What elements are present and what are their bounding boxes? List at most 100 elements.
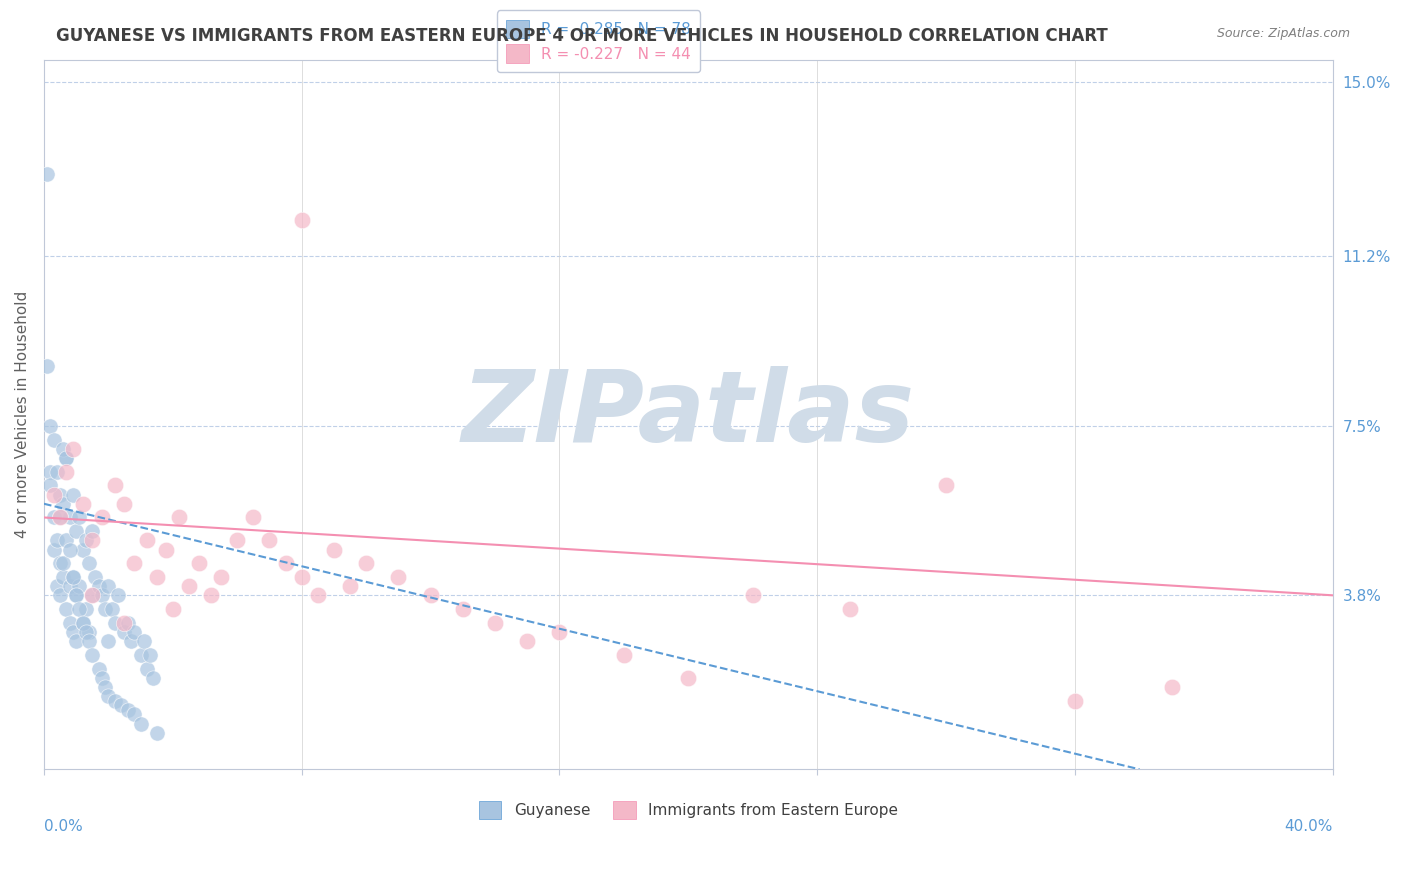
Point <box>49 510 72 524</box>
Point <box>419 588 441 602</box>
Point <box>52 556 75 570</box>
Point <box>741 588 763 602</box>
Point <box>55 533 77 548</box>
Point <box>72 615 94 630</box>
Point <box>82 533 104 548</box>
Point <box>120 634 142 648</box>
Point <box>45 465 67 479</box>
Point <box>82 524 104 539</box>
Point <box>117 703 139 717</box>
Point <box>59 510 82 524</box>
Point <box>145 570 167 584</box>
Point <box>87 662 110 676</box>
Point <box>42 510 65 524</box>
Point <box>45 579 67 593</box>
Point <box>291 570 314 584</box>
Point <box>49 510 72 524</box>
Point <box>72 542 94 557</box>
Point <box>37 359 59 374</box>
Point <box>322 542 344 557</box>
Point <box>75 533 97 548</box>
Point <box>274 556 297 570</box>
Point <box>49 487 72 501</box>
Point <box>114 615 136 630</box>
Point <box>94 680 117 694</box>
Point <box>1160 680 1182 694</box>
Point <box>72 615 94 630</box>
Point <box>77 624 100 639</box>
Point <box>39 465 62 479</box>
Point <box>67 579 90 593</box>
Point <box>82 588 104 602</box>
Point <box>97 634 120 648</box>
Point <box>75 624 97 639</box>
Text: GUYANESE VS IMMIGRANTS FROM EASTERN EUROPE 4 OR MORE VEHICLES IN HOUSEHOLD CORRE: GUYANESE VS IMMIGRANTS FROM EASTERN EURO… <box>56 27 1108 45</box>
Point <box>42 542 65 557</box>
Point <box>451 602 474 616</box>
Point <box>307 588 329 602</box>
Point <box>678 671 700 685</box>
Point <box>613 648 636 662</box>
Point <box>209 570 232 584</box>
Point <box>52 570 75 584</box>
Point <box>110 698 132 713</box>
Point <box>122 707 145 722</box>
Point <box>114 624 136 639</box>
Point <box>162 602 184 616</box>
Point <box>59 579 82 593</box>
Text: Source: ZipAtlas.com: Source: ZipAtlas.com <box>1216 27 1350 40</box>
Point <box>94 602 117 616</box>
Point <box>139 648 162 662</box>
Point <box>67 602 90 616</box>
Point <box>65 588 87 602</box>
Point <box>129 716 152 731</box>
Point <box>90 671 112 685</box>
Point <box>132 634 155 648</box>
Point <box>49 556 72 570</box>
Point <box>82 588 104 602</box>
Point <box>935 478 957 492</box>
Point <box>145 725 167 739</box>
Point <box>387 570 409 584</box>
Point <box>1064 693 1087 707</box>
Point <box>42 433 65 447</box>
Point <box>62 570 84 584</box>
Point <box>87 579 110 593</box>
Point <box>136 662 159 676</box>
Point <box>200 588 222 602</box>
Point <box>838 602 860 616</box>
Point <box>37 167 59 181</box>
Point <box>52 442 75 456</box>
Point <box>104 693 127 707</box>
Text: 0.0%: 0.0% <box>44 819 83 834</box>
Point <box>97 579 120 593</box>
Point <box>90 588 112 602</box>
Point <box>45 533 67 548</box>
Point <box>59 542 82 557</box>
Point <box>67 510 90 524</box>
Point <box>107 588 129 602</box>
Point <box>49 588 72 602</box>
Point <box>97 689 120 703</box>
Point <box>39 418 62 433</box>
Point <box>52 497 75 511</box>
Point <box>65 588 87 602</box>
Point <box>516 634 538 648</box>
Point <box>65 524 87 539</box>
Point <box>42 487 65 501</box>
Point <box>155 542 177 557</box>
Point <box>55 602 77 616</box>
Point <box>242 510 264 524</box>
Text: ZIPatlas: ZIPatlas <box>461 366 915 463</box>
Point <box>142 671 165 685</box>
Point <box>65 634 87 648</box>
Point <box>339 579 361 593</box>
Point <box>90 510 112 524</box>
Point <box>84 570 107 584</box>
Point <box>354 556 377 570</box>
Point <box>104 615 127 630</box>
Y-axis label: 4 or more Vehicles in Household: 4 or more Vehicles in Household <box>15 291 30 538</box>
Point <box>114 497 136 511</box>
Point <box>72 497 94 511</box>
Point <box>82 648 104 662</box>
